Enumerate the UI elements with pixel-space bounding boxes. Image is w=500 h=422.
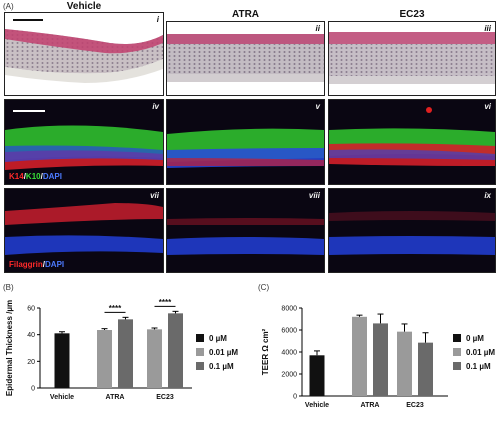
x-tick-label-ec23: EC23 xyxy=(156,394,174,401)
stain-legend-filaggrin: Filaggrin/DAPI xyxy=(9,260,65,269)
micrograph-filaggrin-atra: viii xyxy=(166,188,325,273)
column-title-atra: ATRA xyxy=(231,9,260,20)
filaggrin-atra xyxy=(167,218,324,255)
y-tick-label: 20 xyxy=(27,359,35,366)
significance-label: **** xyxy=(109,304,122,313)
y-tick-label: 2000 xyxy=(281,372,297,379)
legend-label-0-1-m: 0.1 µM xyxy=(209,362,234,371)
bar-ec23-0-1-m xyxy=(418,342,433,396)
y-tick-label: 8000 xyxy=(281,306,297,313)
he-tissue-vehicle xyxy=(5,29,163,83)
x-tick-label-ec23: EC23 xyxy=(406,402,424,409)
chart-epidermal-thickness: 0 20 40 60 Epidermal Thickness /µm Vehicle ATR… xyxy=(5,298,238,401)
panel-b-label: (B) xyxy=(3,283,14,292)
stain-legend-keratin: K14/K10/DAPI xyxy=(9,172,62,181)
panel-number-vii: vii xyxy=(150,191,159,200)
bar-ec23-0-1-m xyxy=(168,313,183,388)
legend-swatch-0-01-m xyxy=(453,348,461,356)
legend-label-0-1-m: 0.1 µM xyxy=(466,362,491,371)
micrograph-he-atra: ii xyxy=(166,21,325,96)
legend-label-0-01-m: 0.01 µM xyxy=(466,348,495,357)
bar-ec23-0-01-m xyxy=(397,331,412,396)
micrograph-filaggrin-ec23: ix xyxy=(328,188,496,273)
bar-vehicle-0-m xyxy=(309,355,325,396)
micrograph-filaggrin-vehicle: vii Filaggrin/DAPI xyxy=(4,188,164,273)
y-tick-label: 40 xyxy=(27,332,35,339)
legend-swatch-0-01-m xyxy=(196,348,204,356)
y-tick-label: 6000 xyxy=(281,328,297,335)
bar-atra-0-01-m xyxy=(352,316,367,396)
x-tick-label-vehicle: Vehicle xyxy=(305,402,329,409)
micrograph-he-ec23: iii xyxy=(328,21,496,96)
legend-label-0-m: 0 µM xyxy=(209,334,227,343)
y-tick-label: 4000 xyxy=(281,350,297,357)
legend-label-0-m: 0 µM xyxy=(466,334,484,343)
x-tick-label-vehicle: Vehicle xyxy=(50,394,74,401)
bar-atra-0-1-m xyxy=(118,319,133,388)
fluorescence-vehicle xyxy=(5,125,163,170)
bar-ec23-0-01-m xyxy=(147,329,162,388)
panel-number-i: i xyxy=(156,15,159,24)
micrograph-he-vehicle: i xyxy=(4,12,164,96)
micrograph-k14-k10-vehicle: iv K14/K10/DAPI xyxy=(4,99,164,185)
panel-number-viii: viii xyxy=(308,191,320,200)
scale-bar xyxy=(13,110,45,112)
x-tick-label-atra: ATRA xyxy=(106,394,125,401)
y-tick-label: 0 xyxy=(293,394,297,401)
he-tissue-ec23 xyxy=(329,32,495,84)
significance-label: **** xyxy=(159,298,172,307)
legend-swatch-0-1-m xyxy=(196,362,204,370)
filaggrin-vehicle xyxy=(5,203,163,255)
panel-number-v: v xyxy=(315,102,320,111)
legend-swatch-0-1-m xyxy=(453,362,461,370)
y-axis-label: Epidermal Thickness /µm xyxy=(5,300,14,396)
panel-number-iii: iii xyxy=(484,24,491,33)
y-axis-label: TEER Ω cm² xyxy=(261,328,270,375)
panel-number-ii: ii xyxy=(315,24,320,33)
column-title-vehicle: Vehicle xyxy=(66,1,102,12)
legend-label-0-01-m: 0.01 µM xyxy=(209,348,238,357)
x-tick-label-atra: ATRA xyxy=(361,402,380,409)
panel-number-ix: ix xyxy=(484,191,491,200)
panel-c-label: (C) xyxy=(258,283,270,292)
y-tick-label: 60 xyxy=(27,306,35,313)
column-title-ec23: EC23 xyxy=(399,9,425,20)
fluorescence-atra xyxy=(167,128,324,168)
legend-swatch-0-m xyxy=(453,334,461,342)
legend-swatch-0-m xyxy=(196,334,204,342)
filaggrin-ec23 xyxy=(329,211,495,255)
bar-vehicle-0-m xyxy=(54,333,70,388)
chart-teer: 0 2000 4000 6000 8000 TEER Ω cm² Vehicle ATRA EC… xyxy=(261,306,495,410)
micrograph-k14-k10-ec23: vi xyxy=(328,99,496,185)
bar-atra-0-1-m xyxy=(373,323,388,396)
panel-number-iv: iv xyxy=(152,102,159,111)
fluorescence-ec23 xyxy=(329,107,495,166)
y-tick-label: 0 xyxy=(31,386,35,393)
scale-bar xyxy=(13,19,43,21)
bar-atra-0-01-m xyxy=(97,330,112,388)
micrograph-k14-k10-atra: v xyxy=(166,99,325,185)
he-tissue-atra xyxy=(167,34,324,82)
panel-number-vi: vi xyxy=(484,102,491,111)
panel-a-label: (A) xyxy=(3,2,14,11)
